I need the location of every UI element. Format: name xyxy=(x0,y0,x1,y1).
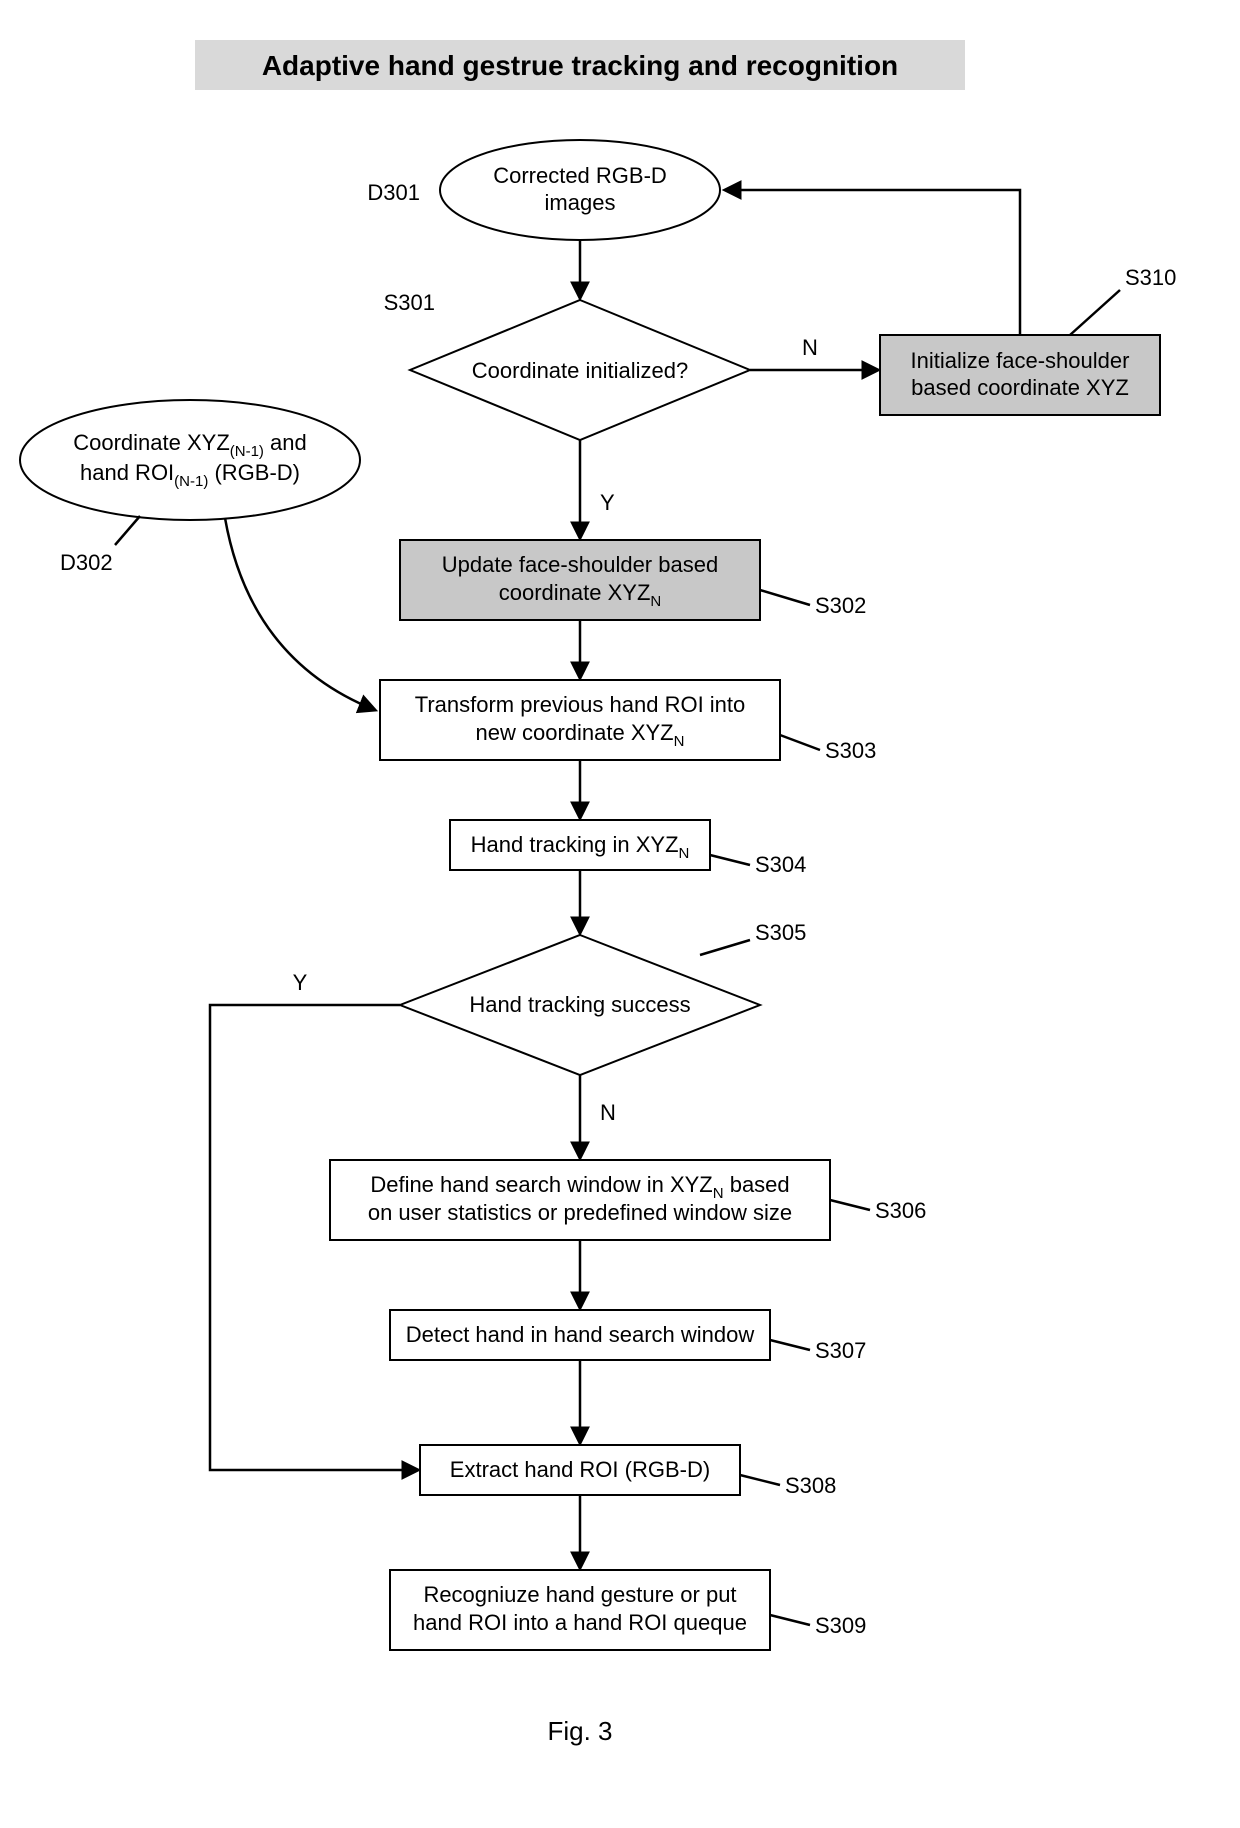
label-S301-Y: Y xyxy=(600,490,615,515)
S301-annot: S301 xyxy=(384,290,435,315)
S309-annot: S309 xyxy=(815,1613,866,1638)
S305-text: Hand tracking success xyxy=(469,992,690,1017)
S305-annot: S305 xyxy=(755,920,806,945)
S310-leader xyxy=(1070,290,1120,335)
S307-text: Detect hand in hand search window xyxy=(406,1322,755,1347)
S307-annot: S307 xyxy=(815,1338,866,1363)
S302-line1: Update face-shoulder based xyxy=(442,552,718,577)
S303-leader xyxy=(780,735,820,750)
S305-leader xyxy=(700,940,750,955)
title-text: Adaptive hand gestrue tracking and recog… xyxy=(262,50,898,81)
node-D302 xyxy=(20,400,360,520)
S308-text: Extract hand ROI (RGB-D) xyxy=(450,1457,710,1482)
S309-line2: hand ROI into a hand ROI queque xyxy=(413,1610,747,1635)
S308-leader xyxy=(740,1475,780,1485)
D301-line1: Corrected RGB-D xyxy=(493,163,667,188)
S309-leader xyxy=(770,1615,810,1625)
S307-leader xyxy=(770,1340,810,1350)
label-S305-N: N xyxy=(600,1100,616,1125)
S308-annot: S308 xyxy=(785,1473,836,1498)
flowchart-canvas: Adaptive hand gestrue tracking and recog… xyxy=(0,0,1240,1823)
S301-text: Coordinate initialized? xyxy=(472,358,688,383)
S304-leader xyxy=(710,855,750,865)
S303-annot: S303 xyxy=(825,738,876,763)
S304-annot: S304 xyxy=(755,852,806,877)
label-S301-N: N xyxy=(802,335,818,360)
S306-leader xyxy=(830,1200,870,1210)
figure-caption: Fig. 3 xyxy=(547,1716,612,1746)
S306-line2: on user statistics or predefined window … xyxy=(368,1200,792,1225)
D302-annot: D302 xyxy=(60,550,113,575)
label-S305-Y: Y xyxy=(293,970,308,995)
S310-line2: based coordinate XYZ xyxy=(911,375,1129,400)
S302-leader xyxy=(760,590,810,605)
edge-D302-S303 xyxy=(225,518,375,710)
S306-annot: S306 xyxy=(875,1198,926,1223)
S310-annot: S310 xyxy=(1125,265,1176,290)
D301-annot: D301 xyxy=(367,180,420,205)
S310-line1: Initialize face-shoulder xyxy=(911,348,1130,373)
D301-line2: images xyxy=(545,190,616,215)
S309-line1: Recogniuze hand gesture or put xyxy=(423,1582,736,1607)
S303-line1: Transform previous hand ROI into xyxy=(415,692,746,717)
edge-S310-D301 xyxy=(725,190,1020,335)
D302-leader xyxy=(115,516,140,545)
S302-annot: S302 xyxy=(815,593,866,618)
